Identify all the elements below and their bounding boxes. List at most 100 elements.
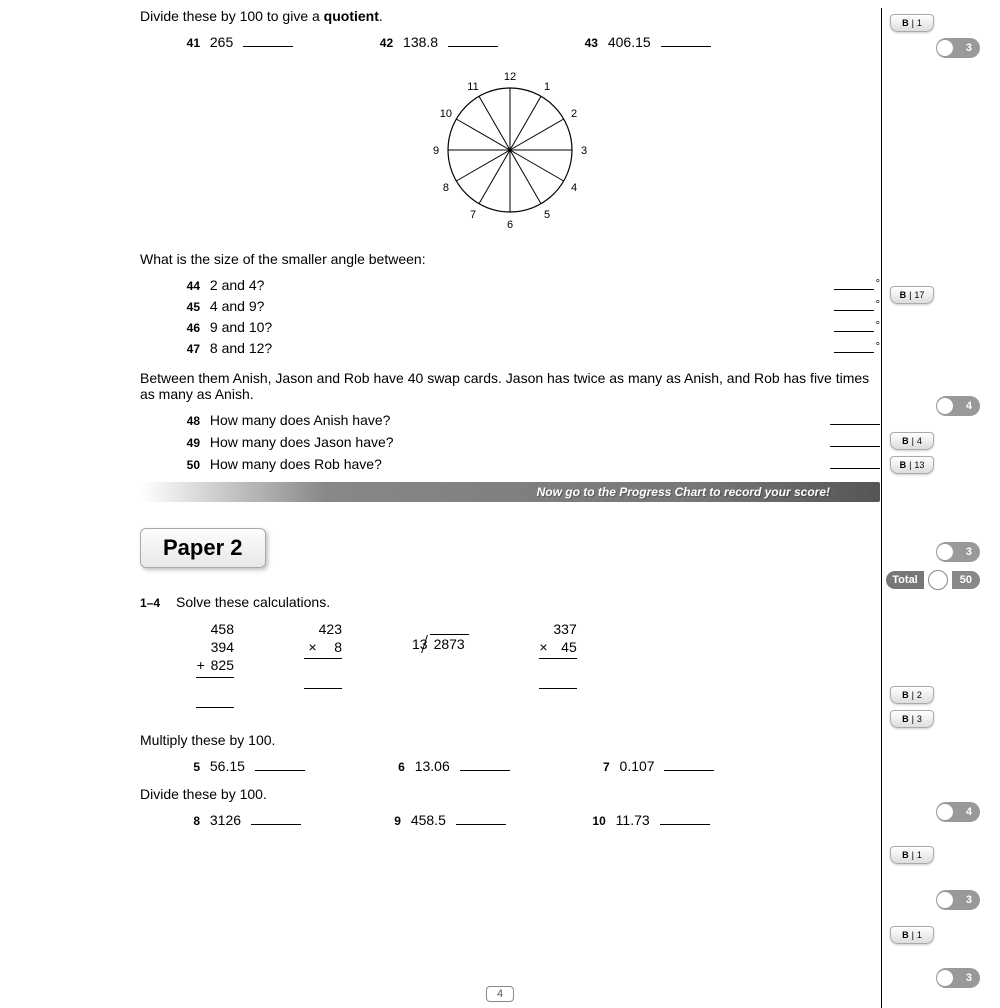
question-number: 46 [180, 321, 200, 335]
question-row-5-7: 5 56.15 6 13.06 7 0.107 [180, 758, 880, 774]
answer-blank[interactable] [196, 694, 234, 708]
worksheet-page: Divide these by 100 to give a quotient. … [0, 8, 1000, 828]
question-row: 46 9 and 10? ° [180, 319, 880, 335]
score-circle-icon [937, 892, 953, 908]
badge-letter: B [902, 436, 909, 446]
score-value: 3 [966, 972, 972, 984]
answer-blank[interactable] [304, 675, 342, 689]
answer-blank[interactable] [834, 340, 874, 353]
score-circle-icon [928, 570, 948, 590]
score-value: 3 [966, 894, 972, 906]
badge-letter: B [902, 714, 909, 724]
degree-symbol: ° [876, 341, 880, 353]
instruction-angle: What is the size of the smaller angle be… [140, 251, 880, 267]
answer-blank[interactable] [664, 758, 714, 771]
swap-card-questions: 48 How many does Anish have? 49 How many… [180, 412, 880, 472]
question-row: 44 2 and 4?° [180, 277, 880, 293]
question-value: 3126 [210, 812, 241, 828]
book-ref-badge: B|17 [890, 286, 934, 304]
score-pill: 3 [936, 542, 980, 562]
progress-text: Now go to the Progress Chart to record y… [140, 485, 870, 499]
book-ref-badge: B|4 [890, 432, 934, 450]
score-circle-icon [937, 804, 953, 820]
answer-blank[interactable] [255, 758, 305, 771]
svg-text:8: 8 [443, 182, 449, 194]
degree-symbol: ° [876, 320, 880, 332]
question-number: 47 [180, 342, 200, 356]
multiplication-problem: 423 × 8 [304, 620, 342, 689]
answer-blank[interactable] [834, 277, 874, 290]
badge-page: 1 [917, 18, 922, 28]
answer-blank[interactable] [448, 34, 498, 47]
question-text: 8 and 12? [210, 340, 272, 356]
score-circle-icon [937, 40, 953, 56]
q-item: 7 0.107 [590, 758, 715, 774]
badge-page: 1 [917, 850, 922, 860]
svg-text:9: 9 [433, 145, 439, 157]
q-item: 5 56.15 [180, 758, 305, 774]
num: 45 [561, 639, 577, 655]
answer-blank[interactable] [830, 456, 880, 469]
total-label: Total [886, 571, 923, 589]
svg-text:5: 5 [544, 209, 550, 221]
answer-blank[interactable] [456, 812, 506, 825]
score-pill: 4 [936, 802, 980, 822]
operator: × [539, 638, 553, 656]
question-value: 458.5 [411, 812, 446, 828]
angle-question-list: 44 2 and 4?° 45 4 and 9?° 46 9 and 10?° … [140, 277, 880, 356]
num: 825 [211, 657, 234, 673]
question-text: How many does Anish have? [210, 412, 391, 428]
answer-blank[interactable] [251, 812, 301, 825]
badge-page: 3 [917, 714, 922, 724]
answer-blank[interactable] [834, 298, 874, 311]
answer-blank[interactable] [539, 675, 577, 689]
num: 423 [304, 620, 342, 638]
question-value: 13.06 [415, 758, 450, 774]
question-value: 406.15 [608, 34, 651, 50]
book-ref-badge: B|13 [890, 456, 934, 474]
question-text: How many does Jason have? [210, 434, 394, 450]
question-number: 44 [180, 279, 200, 293]
answer-blank[interactable] [660, 812, 710, 825]
question-row: 47 8 and 12? ° [180, 340, 880, 356]
question-value: 265 [210, 34, 233, 50]
clock-diagram: 121234567891011 [140, 60, 880, 233]
question-number: 45 [180, 300, 200, 314]
book-ref-badge: B|1 [890, 14, 934, 32]
num: 458 [196, 620, 234, 638]
num: 337 [539, 620, 577, 638]
score-pill: 3 [936, 890, 980, 910]
badge-letter: B [902, 18, 909, 28]
question-value: 11.73 [616, 812, 650, 828]
degree-symbol: ° [876, 299, 880, 311]
svg-text:12: 12 [504, 71, 516, 83]
question-number: 41 [180, 36, 200, 50]
answer-blank[interactable] [243, 34, 293, 47]
score-circle-icon [937, 544, 953, 560]
dividend: 2873 [430, 634, 469, 653]
section-solve-calcs: 1–4 Solve these calculations. [140, 594, 880, 610]
badge-page: 4 [917, 436, 922, 446]
badge-page: 17 [914, 290, 924, 300]
answer-blank[interactable] [830, 412, 880, 425]
question-row-41-43: 41 265 42 138.8 43 406.15 [180, 34, 880, 50]
question-number: 7 [590, 760, 610, 774]
answer-blank[interactable] [460, 758, 510, 771]
badge-letter: B [900, 290, 907, 300]
instruction-divide-quotient: Divide these by 100 to give a quotient. [140, 8, 880, 24]
answer-blank[interactable] [834, 319, 874, 332]
progress-bar: Now go to the Progress Chart to record y… [140, 482, 880, 502]
question-text: 9 and 10? [210, 319, 272, 335]
question-number: 48 [180, 414, 200, 428]
question-text: How many does Rob have? [210, 456, 382, 472]
score-value: 4 [966, 806, 972, 818]
answer-blank[interactable] [661, 34, 711, 47]
question-text: 2 and 4? [210, 277, 265, 293]
question-row: 45 4 and 9?° [180, 298, 880, 314]
answer-blank[interactable] [830, 434, 880, 447]
badge-letter: B [900, 460, 907, 470]
question-number: 42 [373, 36, 393, 50]
question-value: 138.8 [403, 34, 438, 50]
addition-problem: 458 394 +825 [196, 620, 234, 708]
text: Divide these by 100 to give a [140, 8, 324, 24]
